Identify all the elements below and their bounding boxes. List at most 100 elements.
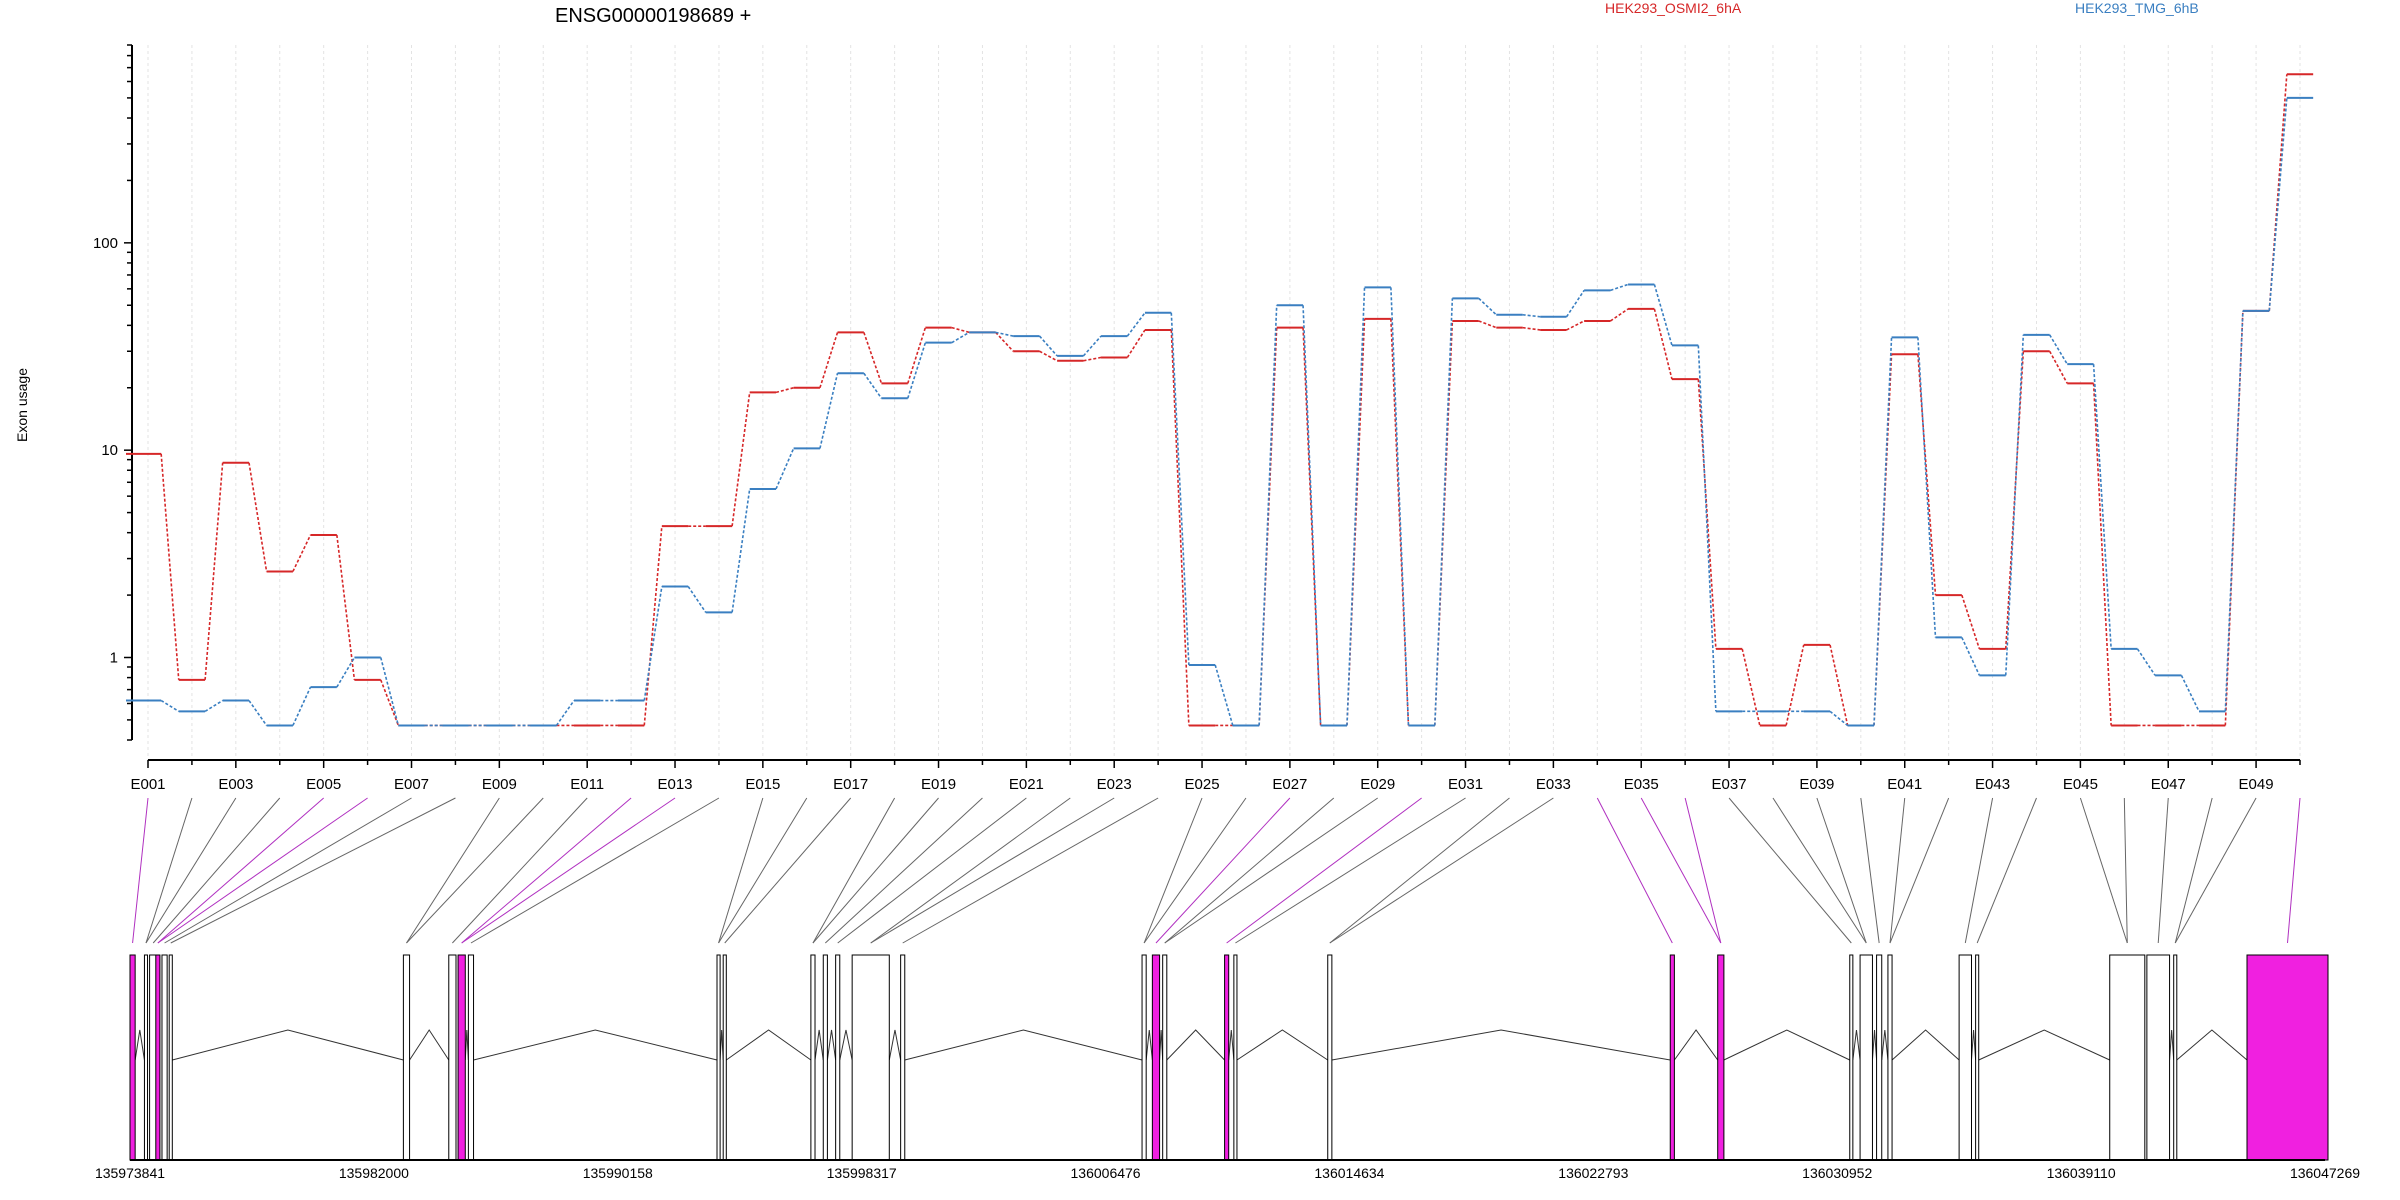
transition-line xyxy=(1697,345,1717,712)
intron-line xyxy=(839,1029,853,1061)
transition-line xyxy=(1258,327,1278,726)
exon-connector xyxy=(2079,797,2128,944)
transition-line xyxy=(1522,313,1541,318)
intron-line xyxy=(1166,1029,1225,1061)
exon-block xyxy=(1141,954,1147,1161)
exon-tick-label: E013 xyxy=(657,776,692,793)
exon-connector xyxy=(1143,797,1247,944)
transition-line xyxy=(1302,327,1322,726)
intron-line xyxy=(2169,1029,2175,1061)
genome-tick-label: 135990158 xyxy=(583,1165,653,1181)
y-tick-label: 10 xyxy=(101,442,118,459)
transition-line xyxy=(1126,312,1146,337)
transition-line xyxy=(775,448,795,490)
transition-line xyxy=(204,699,224,713)
transition-line xyxy=(1829,710,1849,727)
transition-line xyxy=(863,332,883,384)
exon-block xyxy=(1233,954,1238,1161)
exon-tick-label: E035 xyxy=(1624,776,1659,793)
exon-tick-label: E021 xyxy=(1009,776,1044,793)
chart-title: ENSG00000198689 + xyxy=(555,5,751,27)
transition-line xyxy=(2268,97,2288,311)
exon-connector xyxy=(718,797,764,944)
transition-line xyxy=(819,332,839,388)
exon-tick-label: E029 xyxy=(1360,776,1395,793)
transition-line xyxy=(951,331,970,344)
transition-line xyxy=(204,462,224,680)
exon-block-highlighted xyxy=(1224,954,1230,1161)
exon-connector xyxy=(1889,797,1906,944)
transition-line xyxy=(1478,297,1497,316)
transition-line xyxy=(2268,74,2288,311)
exon-block xyxy=(1876,954,1883,1161)
series-0 xyxy=(126,73,2314,727)
exon-connector xyxy=(157,797,325,944)
exon-tick-label: E025 xyxy=(1185,776,1220,793)
exon-connector xyxy=(406,797,500,944)
transition-line xyxy=(1214,664,1234,726)
exon-connector xyxy=(152,797,281,944)
exon-connector xyxy=(1164,797,1378,944)
transition-line xyxy=(1610,308,1629,322)
transition-line xyxy=(1610,283,1629,292)
transition-line xyxy=(1038,335,1058,357)
intron-line xyxy=(904,1029,1143,1061)
y-tick-label: 1 xyxy=(110,649,118,666)
exon-connector xyxy=(1329,797,1510,944)
transition-line xyxy=(775,386,794,394)
exon-block xyxy=(810,954,816,1161)
exon-block xyxy=(900,954,906,1161)
genome-tick-label: 136006476 xyxy=(1071,1165,1141,1181)
transition-line xyxy=(995,331,1014,352)
transition-line xyxy=(2224,310,2244,712)
genome-tick-label: 136022793 xyxy=(1558,1165,1628,1181)
exon-connector-lines xyxy=(132,797,2301,944)
exon-connector xyxy=(1235,797,1466,944)
exon-connector xyxy=(1964,797,1994,944)
transition-line xyxy=(2092,364,2112,649)
intron-line xyxy=(134,1029,145,1061)
transition-line xyxy=(1566,320,1585,331)
transition-line xyxy=(1258,305,1278,726)
exon-block xyxy=(2173,954,2178,1161)
transition-line xyxy=(1082,335,1102,357)
transition-line xyxy=(687,586,707,613)
transition-line xyxy=(731,392,751,527)
exon-block xyxy=(1327,954,1333,1161)
exon-block xyxy=(448,954,457,1161)
intron-line xyxy=(1236,1029,1329,1061)
transition-line xyxy=(1522,326,1541,331)
exon-connector xyxy=(470,797,720,944)
exon-block-highlighted xyxy=(155,954,161,1161)
exon-connector xyxy=(1143,797,1203,944)
exon-connector xyxy=(1889,797,1950,944)
transition-line xyxy=(1697,379,1717,649)
exon-connector xyxy=(164,797,412,944)
intron-line xyxy=(1970,1029,1977,1061)
exon-block xyxy=(722,954,727,1161)
exon-connector xyxy=(1329,797,1554,944)
genome-tick-label: 136030952 xyxy=(1802,1165,1872,1181)
exon-connector xyxy=(824,797,983,944)
exon-connector xyxy=(406,797,544,944)
exon-tick-label: E027 xyxy=(1272,776,1307,793)
transition-line xyxy=(336,657,356,688)
intron-line xyxy=(473,1029,718,1061)
exon-connector xyxy=(145,797,193,944)
transition-line xyxy=(1829,644,1849,726)
transition-line xyxy=(1741,648,1761,726)
exon-block xyxy=(822,954,828,1161)
exon-connector xyxy=(157,797,368,944)
exon-tick-label: E009 xyxy=(482,776,517,793)
transition-line xyxy=(643,526,663,726)
exon-tick-label: E037 xyxy=(1712,776,1747,793)
y-axis-label: Exon usage xyxy=(14,368,30,442)
transition-line xyxy=(1478,320,1497,329)
exon-tick-label: E045 xyxy=(2063,776,2098,793)
transition-line xyxy=(907,327,927,384)
intron-line xyxy=(726,1029,812,1061)
exon-block-highlighted xyxy=(129,954,136,1161)
y-tick-label: 100 xyxy=(93,235,118,252)
transition-line xyxy=(2048,350,2068,384)
transition-line xyxy=(248,462,268,572)
